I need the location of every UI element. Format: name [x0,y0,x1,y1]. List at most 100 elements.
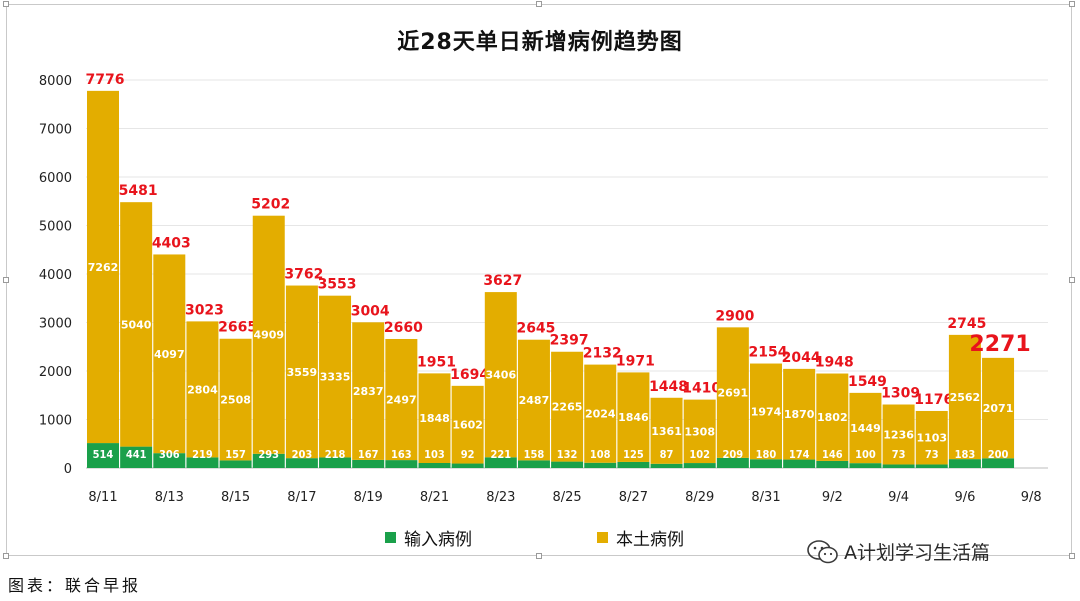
data-label-import: 103 [424,448,445,461]
legend-item-local[interactable]: 本土病例 [597,525,684,550]
data-label-import: 306 [159,448,180,461]
data-label-total: 1549 [848,374,887,390]
data-label-import: 183 [955,448,976,461]
bar-local [252,215,285,454]
source-caption: 图表：联合早报 [8,576,142,595]
data-label-total: 1309 [881,386,920,402]
data-label-local: 7262 [88,261,119,274]
bar-import [551,461,584,468]
data-label-local: 3335 [320,371,351,384]
x-tick-label: 8/15 [221,490,250,505]
bar-import [584,462,617,468]
resize-handle-mid-right[interactable] [1069,277,1075,283]
bar-local [882,404,915,465]
data-label-local: 3559 [287,366,318,379]
data-label-total: 1410 [682,381,721,397]
data-label-total: 2154 [749,345,788,361]
data-label-local: 1846 [618,411,649,424]
data-label-import: 209 [723,448,744,461]
bar-import [153,453,186,468]
data-label-local: 1802 [817,411,848,424]
data-label-import: 102 [689,448,710,461]
data-label-import: 163 [391,448,412,461]
data-label-total: 2044 [782,350,821,366]
data-label-total: 2900 [715,308,754,324]
resize-handle-bottom-left[interactable] [3,553,9,559]
data-label-import: 73 [925,448,939,461]
bar-import [915,464,948,468]
data-label-local: 2024 [585,408,616,421]
legend-item-import[interactable]: 输入病例 [385,525,472,550]
bar-local [551,351,584,462]
x-tick-label: 8/13 [155,490,184,505]
bar-local [948,334,981,460]
bar-local [285,285,318,459]
bar-local [352,322,385,460]
data-label-local: 2691 [718,387,749,400]
y-tick-label: 4000 [39,268,72,283]
x-tick-label: 8/19 [354,490,383,505]
data-label-import: 100 [855,448,876,461]
data-label-total: 3004 [351,303,390,319]
data-label-import: 125 [623,448,644,461]
x-tick-label: 8/25 [552,490,581,505]
data-label-total: 3553 [318,277,357,293]
legend-swatch-local [597,532,608,543]
resize-handle-mid-left[interactable] [3,277,9,283]
data-label-total: 2132 [583,346,622,362]
data-label-import: 174 [789,448,810,461]
resize-handle-top-mid[interactable] [536,1,542,7]
data-label-total: 2660 [384,320,423,336]
data-label-total: 1951 [417,354,456,370]
data-label-total: 5481 [119,183,158,199]
data-label-import: 73 [892,448,906,461]
x-tick-label: 8/17 [287,490,316,505]
data-label-total: 1948 [815,355,854,371]
legend-swatch-import [385,532,396,543]
bar-local [484,292,517,458]
resize-handle-bottom-mid[interactable] [536,553,542,559]
data-label-local: 1361 [651,425,682,438]
x-tick-label: 8/27 [619,490,648,505]
bar-local [219,338,252,461]
y-tick-label: 5000 [39,220,72,235]
data-label-local: 2071 [983,402,1014,415]
data-label-local: 1870 [784,408,815,421]
data-label-total: 2271 [969,332,1030,357]
bar-import [352,459,385,468]
data-label-total: 1694 [450,367,489,383]
data-label-local: 2837 [353,385,384,398]
data-label-local: 2487 [519,394,550,407]
data-label-local: 1848 [419,412,450,425]
data-label-local: 2508 [220,394,251,407]
bar-import [252,453,285,468]
x-tick-label: 8/11 [88,490,117,505]
resize-handle-top-left[interactable] [3,1,9,7]
y-tick-label: 0 [64,462,72,477]
x-tick-label: 8/21 [420,490,449,505]
resize-handle-top-right[interactable] [1069,1,1075,7]
data-label-local: 2497 [386,394,417,407]
resize-handle-bottom-right[interactable] [1069,553,1075,559]
data-label-total: 2665 [218,320,257,336]
bar-import [484,457,517,468]
bar-import [617,461,650,468]
bar-import [285,458,318,468]
bar-import [650,463,683,468]
data-label-total: 1176 [914,392,953,408]
wechat-icon [807,539,838,563]
y-tick-label: 3000 [39,317,72,332]
data-label-local: 1449 [850,422,881,435]
data-label-local: 4909 [253,329,284,342]
data-label-import: 514 [93,448,114,461]
data-label-import: 293 [258,448,279,461]
bar-local [319,295,352,458]
bar-import [783,459,816,468]
data-label-total: 1448 [649,379,688,395]
chart-plot: 0 1000 2000 3000 4000 5000 6000 7000 8000 514 7262… [39,72,1048,505]
x-tick-label: 8/31 [751,490,780,505]
data-label-import: 219 [192,448,213,461]
chart-title: 近28天单日新增病例趋势图 [397,30,683,55]
bar-local [451,385,484,464]
bar-local [716,327,749,458]
